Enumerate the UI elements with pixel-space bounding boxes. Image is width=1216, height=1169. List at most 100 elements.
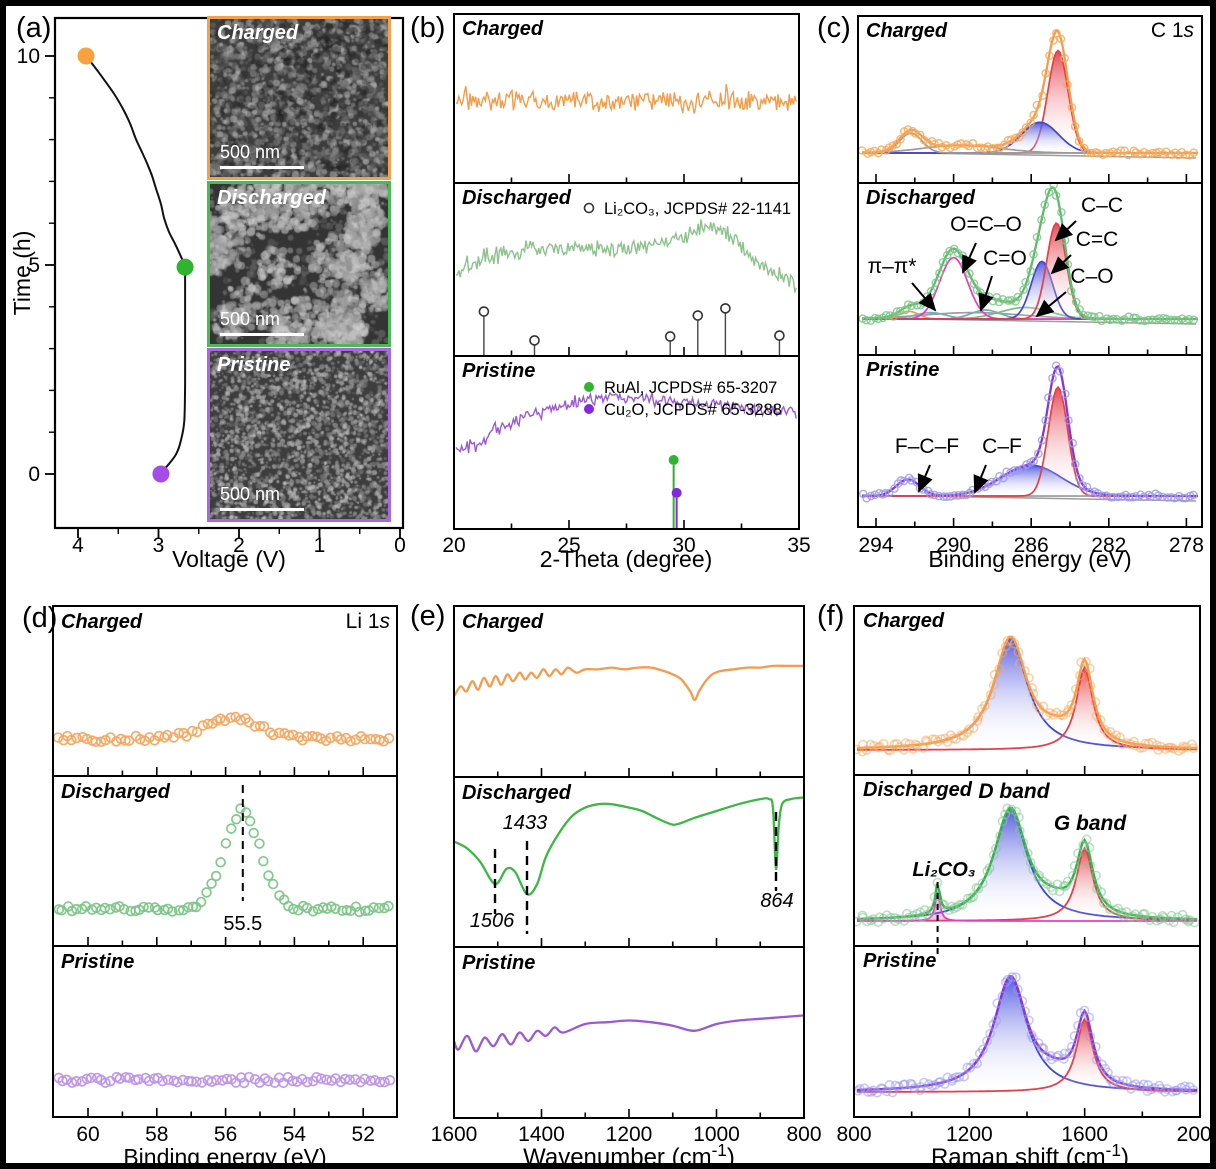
data-point bbox=[1079, 310, 1088, 320]
x-tick-label: 800 bbox=[786, 1123, 821, 1146]
data-point bbox=[873, 314, 883, 324]
data-point bbox=[877, 145, 886, 154]
data-point bbox=[979, 700, 990, 711]
peak-annotation: C–F bbox=[982, 435, 1022, 458]
data-point bbox=[1062, 876, 1073, 887]
data-point bbox=[172, 1076, 183, 1088]
sem-image-discharged bbox=[210, 184, 388, 344]
data-point bbox=[1098, 491, 1108, 501]
data-point bbox=[958, 490, 967, 500]
reference-stick-marker bbox=[720, 303, 731, 314]
data-point bbox=[995, 831, 1006, 841]
data-point bbox=[1000, 977, 1011, 988]
scalebar: 500 nm bbox=[220, 309, 304, 336]
svg-shape: Li 1 bbox=[346, 610, 380, 633]
data-point bbox=[1028, 1033, 1038, 1043]
data-point bbox=[904, 473, 914, 483]
data-point bbox=[379, 1076, 390, 1088]
state-marker-discharged bbox=[176, 258, 194, 276]
data-point bbox=[258, 855, 269, 867]
data-point bbox=[907, 476, 916, 485]
data-point bbox=[1011, 972, 1021, 983]
data-point bbox=[71, 1075, 82, 1087]
data-point bbox=[225, 712, 236, 723]
annotation-arrow bbox=[911, 282, 937, 312]
svg-shape: -1 bbox=[1106, 1140, 1121, 1160]
data-point bbox=[1073, 848, 1083, 859]
condition-label: Pristine bbox=[61, 951, 134, 973]
data-point bbox=[133, 1073, 144, 1085]
data-point bbox=[1083, 148, 1092, 158]
data-point bbox=[1045, 51, 1054, 60]
data-point bbox=[1188, 743, 1199, 754]
data-point bbox=[1181, 150, 1191, 159]
reference-stick-marker bbox=[668, 454, 679, 465]
condition-label: Pristine bbox=[866, 359, 939, 381]
ftir-trace bbox=[455, 796, 803, 896]
data-point bbox=[138, 901, 149, 913]
data-point bbox=[1037, 435, 1047, 445]
x-tick-label: 1400 bbox=[518, 1123, 565, 1146]
data-point bbox=[988, 680, 999, 691]
data-point bbox=[373, 902, 385, 914]
data-point bbox=[1023, 673, 1034, 683]
condition-label: Charged bbox=[462, 18, 544, 40]
data-point bbox=[359, 733, 371, 745]
data-point bbox=[1070, 684, 1081, 695]
x-tick-label: 3 bbox=[153, 534, 165, 557]
fit-peak-fill-C=C bbox=[862, 122, 1198, 153]
state-marker-charged bbox=[77, 47, 95, 65]
data-point bbox=[1021, 123, 1031, 132]
data-point bbox=[1085, 1031, 1096, 1042]
data-point bbox=[1173, 315, 1183, 325]
data-point bbox=[325, 732, 336, 744]
data-point bbox=[268, 729, 279, 741]
data-point bbox=[1085, 860, 1096, 871]
data-point bbox=[994, 664, 1005, 674]
data-point bbox=[1052, 28, 1061, 38]
data-point bbox=[71, 903, 82, 915]
x-tick-label: 290 bbox=[936, 534, 971, 557]
data-point bbox=[892, 307, 902, 316]
data-point bbox=[911, 129, 920, 138]
reference-stick-marker bbox=[692, 310, 704, 321]
data-point bbox=[920, 735, 931, 746]
data-point bbox=[244, 815, 256, 827]
data-point bbox=[855, 1085, 863, 1096]
data-point bbox=[1058, 1054, 1069, 1064]
data-point bbox=[1115, 732, 1125, 743]
data-point bbox=[1040, 200, 1050, 210]
x-axis-title: Binding energy (eV) bbox=[928, 546, 1131, 572]
data-point bbox=[1034, 449, 1043, 458]
data-point bbox=[1116, 146, 1126, 155]
data-point bbox=[1096, 887, 1106, 897]
y-tick-label: 5 bbox=[28, 254, 40, 277]
data-point bbox=[992, 998, 1003, 1009]
data-point bbox=[211, 1074, 222, 1086]
data-point bbox=[1076, 657, 1087, 668]
data-point bbox=[191, 1076, 202, 1088]
data-point bbox=[1020, 665, 1030, 676]
data-point bbox=[1029, 456, 1039, 466]
data-point bbox=[998, 294, 1008, 304]
ftir-subpanel-discharged bbox=[455, 796, 803, 896]
inset-label: Pristine bbox=[217, 354, 291, 376]
raman-subpanel-charged bbox=[855, 635, 1199, 757]
data-point bbox=[350, 901, 362, 912]
data-point bbox=[100, 734, 111, 746]
annotation-arrow bbox=[962, 242, 977, 274]
x-tick-label: 2 bbox=[233, 534, 245, 557]
data-point bbox=[1011, 133, 1020, 143]
xrd-trace bbox=[455, 219, 797, 293]
y-axis-title: Time (h) bbox=[9, 231, 35, 316]
state-marker-pristine bbox=[152, 465, 170, 483]
data-point bbox=[882, 145, 891, 155]
data-point bbox=[1026, 118, 1035, 127]
data-point bbox=[1162, 314, 1171, 324]
legend-label: Cu₂O, JCPDS# 65-3288 bbox=[604, 401, 782, 419]
data-point bbox=[1006, 804, 1017, 815]
peak-annotation: C=O bbox=[983, 247, 1027, 270]
data-point bbox=[220, 838, 232, 849]
data-point bbox=[968, 723, 979, 733]
